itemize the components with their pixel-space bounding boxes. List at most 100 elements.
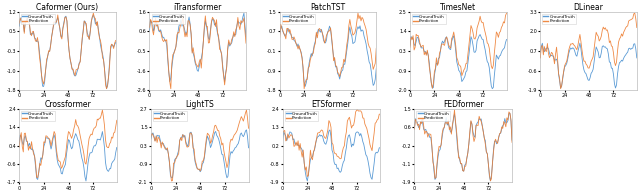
GroundTruth	[188, 33, 195, 36]
Prediction	[303, 175, 311, 178]
Legend: GroundTruth, Prediction: GroundTruth, Prediction	[21, 111, 55, 121]
Prediction	[68, 134, 76, 136]
Prediction	[159, 39, 166, 42]
Title: Caformer (Ours): Caformer (Ours)	[36, 3, 99, 12]
Prediction	[292, 141, 300, 143]
Prediction	[451, 109, 458, 111]
Line: GroundTruth: GroundTruth	[19, 15, 116, 89]
Line: Prediction: Prediction	[415, 110, 512, 181]
GroundTruth	[508, 139, 516, 141]
GroundTruth	[448, 40, 456, 43]
GroundTruth	[198, 58, 205, 60]
Prediction	[633, 26, 640, 29]
GroundTruth	[322, 143, 330, 146]
GroundTruth	[190, 153, 198, 156]
GroundTruth	[458, 80, 466, 83]
Prediction	[557, 87, 564, 90]
Legend: GroundTruth, Prediction: GroundTruth, Prediction	[282, 14, 316, 24]
GroundTruth	[82, 180, 90, 182]
GroundTruth	[371, 163, 378, 165]
Line: GroundTruth: GroundTruth	[415, 113, 512, 181]
Prediction	[502, 12, 510, 14]
Prediction	[486, 180, 494, 182]
Line: Prediction: Prediction	[280, 13, 376, 89]
GroundTruth	[333, 167, 341, 170]
GroundTruth	[67, 62, 75, 65]
Line: GroundTruth: GroundTruth	[283, 130, 380, 181]
Prediction	[188, 52, 196, 54]
GroundTruth	[303, 180, 311, 182]
Title: PatchTST: PatchTST	[310, 3, 346, 12]
Prediction	[322, 137, 330, 140]
Prediction	[565, 49, 573, 51]
GroundTruth	[319, 32, 326, 35]
GroundTruth	[536, 51, 544, 54]
Line: GroundTruth: GroundTruth	[280, 26, 376, 86]
GroundTruth	[90, 14, 97, 16]
GroundTruth	[438, 136, 446, 138]
Prediction	[372, 47, 380, 49]
GroundTruth	[452, 133, 460, 136]
GroundTruth	[565, 52, 573, 55]
GroundTruth	[243, 129, 250, 131]
Prediction	[354, 109, 362, 111]
Prediction	[579, 55, 587, 58]
Title: iTransformer: iTransformer	[173, 3, 222, 12]
Prediction	[242, 42, 250, 44]
GroundTruth	[221, 80, 228, 83]
GroundTruth	[502, 38, 510, 41]
Line: Prediction: Prediction	[19, 13, 116, 89]
GroundTruth	[168, 177, 175, 179]
Prediction	[237, 115, 245, 118]
GroundTruth	[68, 148, 76, 150]
GroundTruth	[424, 132, 431, 135]
Prediction	[371, 132, 378, 135]
GroundTruth	[627, 48, 634, 50]
GroundTruth	[305, 69, 312, 71]
GroundTruth	[356, 25, 364, 27]
GroundTruth	[406, 44, 414, 46]
Prediction	[354, 12, 362, 14]
Prediction	[107, 141, 115, 143]
Title: ETSformer: ETSformer	[312, 100, 351, 109]
Prediction	[167, 87, 175, 90]
GroundTruth	[58, 172, 65, 175]
Prediction	[300, 87, 308, 90]
GroundTruth	[146, 29, 154, 32]
GroundTruth	[159, 36, 166, 39]
Line: Prediction: Prediction	[150, 16, 246, 89]
Prediction	[106, 64, 113, 67]
GroundTruth	[506, 112, 514, 115]
Prediction	[146, 26, 154, 29]
GroundTruth	[29, 33, 36, 35]
Line: GroundTruth: GroundTruth	[540, 43, 637, 88]
Prediction	[236, 29, 244, 31]
GroundTruth	[550, 55, 557, 57]
Prediction	[495, 31, 503, 34]
GroundTruth	[419, 47, 427, 49]
Prediction	[244, 127, 252, 129]
GroundTruth	[57, 35, 65, 37]
GroundTruth	[29, 148, 36, 150]
GroundTruth	[242, 36, 250, 38]
GroundTruth	[237, 132, 245, 134]
Prediction	[508, 141, 516, 144]
Prediction	[456, 64, 463, 67]
Prediction	[626, 19, 634, 21]
Prediction	[90, 12, 97, 14]
GroundTruth	[173, 39, 180, 42]
GroundTruth	[244, 147, 252, 149]
Legend: GroundTruth, Prediction: GroundTruth, Prediction	[412, 14, 446, 24]
Prediction	[631, 12, 639, 14]
GroundTruth	[460, 170, 468, 172]
GroundTruth	[301, 85, 309, 87]
GroundTruth	[411, 127, 419, 130]
Prediction	[66, 132, 74, 134]
GroundTruth	[434, 63, 442, 66]
Prediction	[289, 38, 297, 41]
GroundTruth	[330, 161, 338, 163]
Prediction	[15, 146, 23, 148]
GroundTruth	[292, 143, 300, 145]
Prediction	[43, 58, 51, 61]
Legend: GroundTruth, Prediction: GroundTruth, Prediction	[153, 111, 187, 121]
